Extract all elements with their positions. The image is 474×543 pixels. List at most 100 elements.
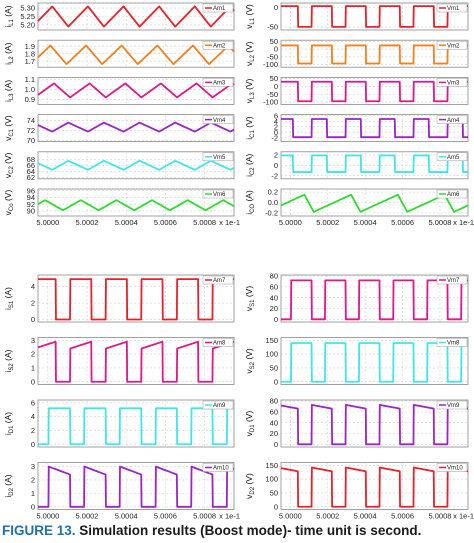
y-axis-label: vC1 (V) xyxy=(3,115,15,141)
y-tick-label: 2 xyxy=(274,122,278,131)
legend-box xyxy=(202,463,234,472)
caption-label: FIGURE 13. xyxy=(2,523,76,538)
legend-label: Vm8 xyxy=(447,341,460,347)
y-tick-label: 68 xyxy=(27,155,35,164)
x-tick-label: 5.0008 xyxy=(193,218,216,227)
y-tick-label: 50 xyxy=(270,364,278,373)
legend-box xyxy=(202,152,234,162)
y-tick-label: 4 xyxy=(31,412,35,421)
y-tick-label: 1.1 xyxy=(25,75,35,84)
y-tick-label: -100 xyxy=(263,98,278,107)
y-tick-label: 6 xyxy=(31,398,35,407)
y-tick-label: 0.0 xyxy=(268,198,278,207)
y-tick-label: 2 xyxy=(31,476,35,485)
series-line xyxy=(280,403,469,446)
legend-label: Vm10 xyxy=(447,466,463,472)
y-tick-label: 4 xyxy=(31,282,35,291)
series-line xyxy=(280,5,469,28)
y-tick-label: 1.7 xyxy=(25,57,35,66)
y-tick-label: 1 xyxy=(31,489,35,498)
legend-box xyxy=(436,275,468,285)
y-tick-label: 50 xyxy=(270,37,278,46)
legend-box xyxy=(436,3,468,13)
x-multiplier-label: x 1e-1 xyxy=(453,512,474,521)
series-line xyxy=(280,44,469,65)
y-tick-label: 50 xyxy=(270,489,278,498)
y-tick-label: 80 xyxy=(270,397,278,406)
x-tick-label: 5.0002 xyxy=(76,218,99,227)
legend-label: Vm1 xyxy=(447,6,460,12)
legend-box xyxy=(202,78,234,87)
y-axis-label: iC1 (V) xyxy=(244,116,256,139)
y-axis-label: vC2 (V) xyxy=(3,152,15,178)
y-tick-label: 1.9 xyxy=(25,42,35,51)
panel-10: -202 iC2 (A) Am5 xyxy=(244,151,469,180)
y-tick-label: 0 xyxy=(274,502,278,511)
panel-11: 5.0000 5.0002 5.0004 5.0006 5.0008 x 1e-1 -0.2… xyxy=(244,188,474,227)
y-tick-label: -50 xyxy=(267,23,278,32)
y-tick-label: 0 xyxy=(274,440,278,449)
y-tick-label: 5.30 xyxy=(20,4,35,13)
y-tick-label: 2 xyxy=(274,151,278,160)
legend-box xyxy=(436,400,468,410)
x-tick-label: 5.0004 xyxy=(354,512,377,521)
series-line xyxy=(37,5,235,28)
y-tick-label: 3 xyxy=(31,462,35,471)
y-tick-label: 0 xyxy=(31,377,35,386)
y-tick-label: 60 xyxy=(270,407,278,416)
legend-label: Am5 xyxy=(447,155,460,161)
y-tick-label: 90 xyxy=(27,207,35,216)
y-tick-label: -2 xyxy=(271,171,278,180)
series-line xyxy=(37,82,235,99)
x-tick-label: 5.0008 xyxy=(428,512,451,521)
legend-box xyxy=(202,275,234,285)
legend-label: Am1 xyxy=(213,6,226,12)
y-tick-label: 0 xyxy=(31,315,35,324)
y-axis-label: vL1 (V) xyxy=(244,4,256,29)
y-tick-label: 94 xyxy=(27,193,35,202)
y-tick-label: 5.20 xyxy=(20,21,35,30)
legend-label: Am3 xyxy=(213,81,226,87)
x-tick-label: 5.0004 xyxy=(115,218,138,227)
y-tick-label: -2 xyxy=(271,133,278,142)
y-axis-label: iS1 (A) xyxy=(3,287,15,310)
x-tick-label: 5.0008 xyxy=(193,512,216,521)
panel-14: 0 2 4 6 iD1 (A) Am9 xyxy=(3,398,235,449)
y-tick-label: -50 xyxy=(267,52,278,61)
series-line xyxy=(280,466,469,508)
panel-15: 5.0000 5.0002 5.0004 5.0006 5.0008 x 1e-1 0 1 2 3… xyxy=(3,462,240,521)
y-axis-label: vCo (V) xyxy=(3,190,15,216)
y-axis-label: iS2 (A) xyxy=(3,349,15,372)
legend-box xyxy=(436,40,468,50)
y-axis-label: vS2 (V) xyxy=(244,348,256,373)
y-tick-label: 0 xyxy=(274,128,278,137)
y-axis-label: iCO (A) xyxy=(244,190,256,215)
y-tick-label: 80 xyxy=(270,272,278,281)
y-axis-label: iC2 (A) xyxy=(244,154,256,177)
y-axis-label: vS1 (V) xyxy=(244,286,256,311)
x-tick-label: 5.0006 xyxy=(391,218,414,227)
legend-label: Vm4 xyxy=(213,118,226,124)
legend-label: Vm5 xyxy=(213,155,226,161)
legend-box xyxy=(202,115,234,124)
y-tick-label: 96 xyxy=(27,186,35,195)
y-tick-label: 0 xyxy=(274,377,278,386)
series-line xyxy=(280,80,469,103)
legend-label: Am2 xyxy=(213,43,226,49)
y-tick-label: 20 xyxy=(270,304,278,313)
panel-2: 0.91.01.1 iL3 (A) Am3 xyxy=(3,75,235,105)
y-tick-label: 0 xyxy=(31,440,35,449)
y-tick-label: -50 xyxy=(267,90,278,99)
series-line xyxy=(37,278,235,321)
y-tick-label: 92 xyxy=(27,200,35,209)
y-tick-label: 0 xyxy=(274,315,278,324)
legend-box xyxy=(202,189,234,199)
series-line xyxy=(37,121,235,133)
y-tick-label: 0 xyxy=(274,82,278,91)
x-tick-label: 5.0006 xyxy=(154,218,177,227)
series-line xyxy=(280,193,469,213)
